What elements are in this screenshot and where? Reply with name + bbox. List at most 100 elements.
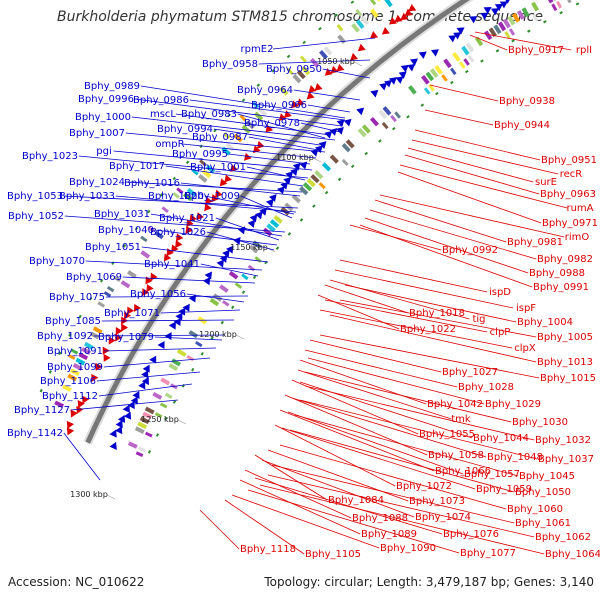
reverse-leader-line <box>329 314 537 363</box>
reverse-leader-line <box>291 397 487 458</box>
forward-marker-tick <box>172 400 177 404</box>
forward-gene-label: Bphy_1031 <box>94 209 150 220</box>
reverse-cog-block <box>70 348 79 355</box>
forward-gene-arrow <box>109 429 117 438</box>
forward-gene-label: Bphy_1053 <box>7 191 63 202</box>
reverse-leader-line <box>307 357 485 405</box>
forward-gene-arrow <box>430 49 439 57</box>
forward-gene-label: Bphy_1017 <box>109 161 165 172</box>
reverse-gene-arrow <box>82 395 90 404</box>
forward-gene-arrow <box>409 58 418 66</box>
forward-leader-line <box>113 150 313 171</box>
scale-tick <box>353 61 363 67</box>
reverse-gene-label: Bphy_1037 <box>538 454 594 465</box>
forward-gene-arrow <box>318 141 327 149</box>
reverse-gene-label: Bphy_1030 <box>512 417 568 428</box>
scale-label: 1200 kbp <box>199 330 237 339</box>
reverse-gene-arrow <box>205 196 213 205</box>
reverse-leader-line <box>304 349 458 388</box>
forward-gene-arrow <box>418 51 427 59</box>
reverse-cog-block <box>310 57 319 68</box>
forward-gene-arrow <box>469 16 478 24</box>
reverse-gene-arrow <box>219 178 228 187</box>
forward-cog-block <box>176 348 187 357</box>
forward-cog-block <box>195 340 203 348</box>
reverse-gene-label: tmk <box>451 414 471 425</box>
forward-cog-block <box>421 75 430 85</box>
forward-cog-block <box>556 0 563 9</box>
forward-cog-block <box>154 412 163 419</box>
reverse-gene-label: Bphy_1073 <box>409 496 465 507</box>
reverse-gene-label: Bphy_0988 <box>529 268 585 279</box>
reverse-gene-arrow <box>77 400 85 409</box>
forward-cog-block <box>361 124 371 134</box>
reverse-cog-block <box>351 23 360 33</box>
forward-cog-block <box>171 358 181 367</box>
reverse-leader-line <box>309 339 442 373</box>
forward-gene-label: Bphy_1099 <box>47 362 103 373</box>
forward-marker-tick <box>449 80 454 85</box>
reverse-leader-line <box>359 224 533 288</box>
reverse-gene-arrow <box>357 43 366 52</box>
reverse-leader-line <box>319 334 540 379</box>
forward-gene-label: Bphy_1020 <box>148 191 204 202</box>
reverse-marker-tick <box>227 113 231 117</box>
reverse-cog-block <box>186 187 197 197</box>
reverse-cog-block <box>296 69 306 80</box>
forward-gene-arrow <box>448 35 457 43</box>
forward-cog-block <box>428 84 435 92</box>
reverse-leader-line <box>304 371 512 423</box>
forward-gene-label: pgi <box>96 146 111 157</box>
forward-leader-line <box>186 293 245 303</box>
scale-label: 1100 kbp <box>276 153 314 162</box>
reverse-marker-tick <box>48 370 52 374</box>
forward-gene-label: Bphy_1070 <box>29 256 85 267</box>
reverse-leader-line <box>424 109 494 126</box>
forward-marker-tick <box>147 450 152 454</box>
forward-cog-block <box>434 64 443 75</box>
reverse-cog-block <box>252 101 260 109</box>
forward-cog-block <box>458 61 466 69</box>
forward-cog-block <box>467 55 475 63</box>
forward-cog-block <box>441 74 448 82</box>
forward-gene-label: Bphy_0995 <box>172 149 228 160</box>
reverse-gene-arrow <box>252 145 261 154</box>
reverse-leader-line <box>199 509 240 550</box>
forward-cog-block <box>345 139 355 149</box>
reverse-gene-label: Bphy_0982 <box>537 254 593 265</box>
reverse-gene-label: Bphy_0991 <box>533 282 589 293</box>
forward-cog-block <box>168 363 179 372</box>
reverse-leader-line <box>299 399 538 460</box>
forward-cog-block <box>310 174 320 184</box>
reverse-leader-line <box>379 194 565 238</box>
forward-leader-line <box>93 334 226 337</box>
forward-gene-label: rpmE2 <box>241 44 274 55</box>
forward-marker-tick <box>495 49 500 53</box>
reverse-marker-tick <box>99 278 104 283</box>
forward-gene-arrow <box>314 145 323 154</box>
forward-gene-arrow <box>109 441 117 450</box>
reverse-gene-arrow <box>121 323 129 332</box>
reverse-cog-block <box>106 285 115 293</box>
reverse-marker-tick <box>185 160 190 165</box>
forward-cog-block <box>134 426 145 434</box>
forward-leader-line <box>85 260 263 271</box>
forward-gene-label: ompR <box>155 139 184 150</box>
reverse-leader-line <box>291 379 419 435</box>
reverse-leader-line <box>261 459 415 518</box>
reverse-cog-block <box>233 133 243 143</box>
reverse-gene-label: Bphy_1042 <box>427 399 483 410</box>
forward-gene-label: Bphy_0978 <box>244 118 300 129</box>
reverse-gene-label: Bphy_1015 <box>540 373 596 384</box>
reverse-cog-block <box>183 192 193 202</box>
reverse-gene-label: Bphy_1055 <box>419 429 475 440</box>
reverse-gene-arrow <box>185 225 193 234</box>
reverse-leader-line <box>267 449 409 502</box>
forward-gene-arrow <box>175 312 183 321</box>
reverse-gene-arrow <box>224 174 232 183</box>
reverse-gene-label: Bphy_0951 <box>541 155 597 166</box>
forward-cog-block <box>159 402 168 409</box>
reverse-gene-label: Bphy_1074 <box>415 512 471 523</box>
forward-leader-line <box>204 195 295 215</box>
reverse-gene-label: Bphy_0944 <box>494 120 550 131</box>
